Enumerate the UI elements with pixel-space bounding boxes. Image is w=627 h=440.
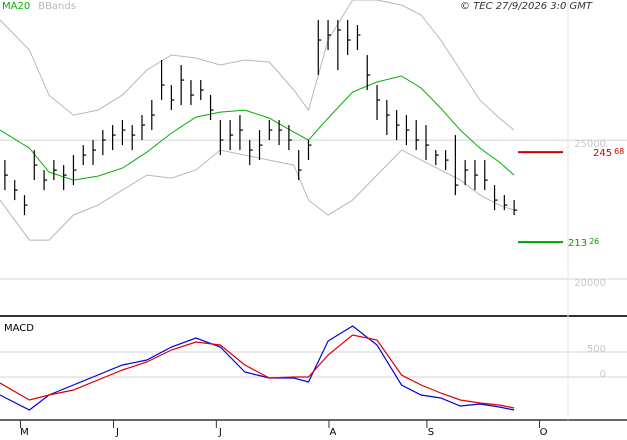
ma-line [0, 75, 515, 181]
legend-ma: MA20 [2, 1, 30, 12]
x-tick-label: S [428, 427, 434, 438]
macd-title: MACD [4, 323, 34, 334]
x-tick-label: J [218, 427, 222, 438]
level-label-small: 68 [614, 147, 624, 156]
y-tick-label: 25000 [574, 139, 606, 150]
level-label-main: 245 [593, 148, 612, 159]
level-label-main: 213 [568, 238, 587, 249]
x-tick-label: O [540, 427, 548, 438]
y-tick-label: 0 [600, 369, 606, 380]
level-label: 245 68 [593, 147, 624, 160]
macd-line [0, 334, 515, 409]
bband-upper [0, 0, 515, 131]
x-tick-label: J [115, 427, 119, 438]
legend-bbands: BBands [38, 1, 76, 12]
bband-lower [0, 149, 515, 241]
y-tick-label: 500 [587, 344, 606, 355]
level-label: 213 26 [568, 237, 599, 250]
x-tick-label: M [20, 427, 29, 438]
y-tick-label: 20000 [574, 278, 606, 289]
level-label-small: 26 [589, 237, 599, 246]
copyright: © TEC 27/9/2026 3:0 GMT [460, 1, 593, 12]
legend: MA20 BBands [2, 1, 76, 12]
x-tick-label: A [330, 427, 337, 438]
